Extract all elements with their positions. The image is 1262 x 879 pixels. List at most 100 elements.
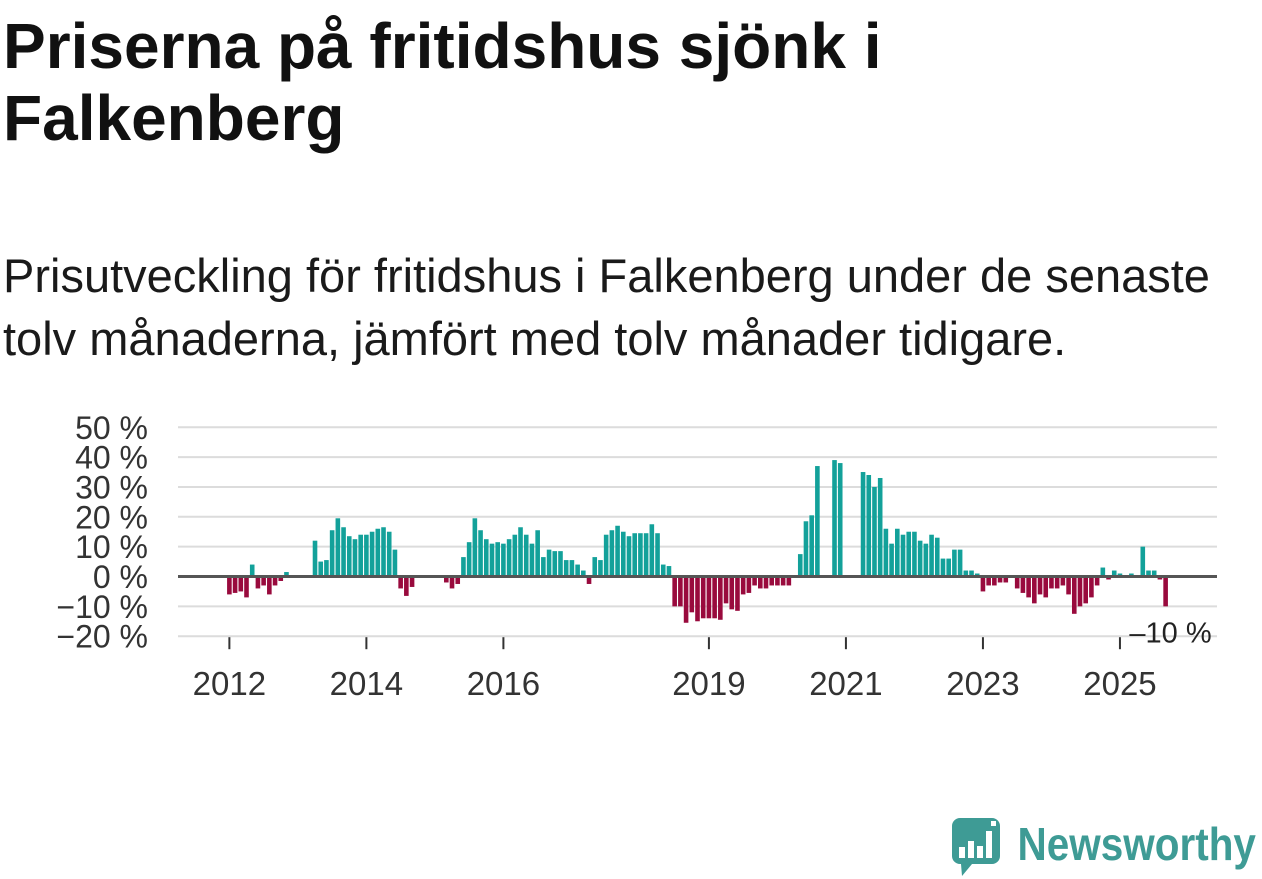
bar: [375, 528, 381, 577]
bar: [837, 463, 843, 577]
bar: [249, 564, 255, 577]
bar: [809, 515, 814, 577]
bar: [227, 576, 232, 595]
bar: [404, 576, 409, 596]
bar: [575, 564, 580, 577]
bar: [917, 540, 923, 577]
bar: [398, 576, 403, 589]
bar: [620, 531, 626, 577]
bar: [872, 486, 877, 577]
bar: [552, 551, 558, 577]
bar: [478, 530, 483, 577]
bar: [757, 576, 763, 589]
bar: [455, 576, 461, 584]
bar: [563, 560, 569, 577]
y-tick-label: 50 %: [75, 410, 148, 446]
bar: [541, 557, 546, 577]
y-tick-label: 20 %: [75, 499, 148, 535]
bar: [940, 558, 946, 577]
bar: [763, 576, 769, 589]
x-tick-label: 2014: [330, 665, 403, 702]
bar: [386, 531, 392, 577]
bar: [369, 531, 375, 577]
bar: [546, 549, 552, 577]
bar: [895, 528, 900, 577]
bar: [678, 576, 683, 607]
bar: [860, 472, 866, 577]
bar: [980, 576, 986, 592]
bar: [963, 570, 969, 577]
bar: [866, 475, 872, 577]
bar: [358, 534, 363, 577]
bar: [284, 572, 289, 577]
bar: [346, 536, 352, 577]
bar: [923, 543, 929, 577]
bar: [615, 525, 620, 577]
bar: [341, 527, 346, 577]
newsworthy-logo-text: Newsworthy: [1017, 818, 1256, 870]
bar: [1003, 576, 1009, 583]
newsworthy-chart-bubble-icon: [952, 818, 1000, 876]
bar: [1043, 576, 1049, 598]
bar: [1054, 576, 1060, 589]
bar: [529, 543, 535, 577]
bar: [318, 561, 324, 577]
bar: [1140, 546, 1146, 577]
bar: [1094, 576, 1100, 586]
bar: [695, 576, 700, 622]
bar: [1032, 576, 1037, 604]
bar: [689, 576, 695, 613]
bar: [238, 576, 244, 592]
bar: [278, 576, 284, 581]
bar: [586, 576, 592, 584]
bar: [501, 543, 506, 577]
bar: [489, 543, 495, 577]
bar: [906, 531, 912, 577]
bar: [889, 543, 894, 577]
bar: [472, 518, 478, 577]
bar: [381, 527, 386, 577]
bar: [592, 557, 598, 577]
y-tick-label: 30 %: [75, 469, 148, 505]
bar: [780, 576, 786, 586]
bar: [1066, 576, 1071, 595]
bar: [352, 539, 358, 577]
bar: [506, 539, 512, 577]
bar: [483, 539, 489, 577]
bar: [1071, 576, 1077, 614]
bar: [706, 576, 712, 619]
bar: [409, 576, 415, 587]
bar: [683, 576, 689, 623]
bar: [272, 576, 278, 586]
bar: [535, 530, 540, 577]
bar: [638, 533, 643, 577]
bar: [929, 534, 934, 577]
bar: [1089, 576, 1094, 598]
x-tick-label: 2023: [946, 665, 1019, 702]
bar: [746, 576, 752, 593]
y-tick-label: 10 %: [75, 529, 148, 565]
y-tick-label: 40 %: [75, 440, 148, 476]
bar: [900, 534, 906, 577]
bar: [1146, 570, 1151, 577]
bar: [512, 534, 518, 577]
bar: [603, 534, 609, 577]
bar: [832, 460, 837, 577]
bar: [518, 527, 523, 577]
bar: [232, 576, 238, 593]
chart-title: Priserna på fritidshus sjönk i Falkenber…: [3, 10, 882, 154]
bar: [1163, 576, 1168, 607]
bar: [969, 570, 974, 577]
bar: [769, 576, 775, 586]
x-tick-label: 2021: [809, 665, 882, 702]
x-axis: 2012 2014 2016 2019 2021 2023 2025: [193, 637, 1157, 702]
bar: [523, 534, 529, 577]
bar: [775, 576, 780, 586]
x-tick-label: 2016: [467, 665, 540, 702]
bar: [598, 560, 603, 577]
bar: [444, 576, 449, 583]
bar: [244, 576, 249, 598]
y-tick-label: −20 %: [56, 619, 148, 655]
bar: [581, 570, 586, 577]
last-value-label: –10 %: [1129, 617, 1211, 649]
